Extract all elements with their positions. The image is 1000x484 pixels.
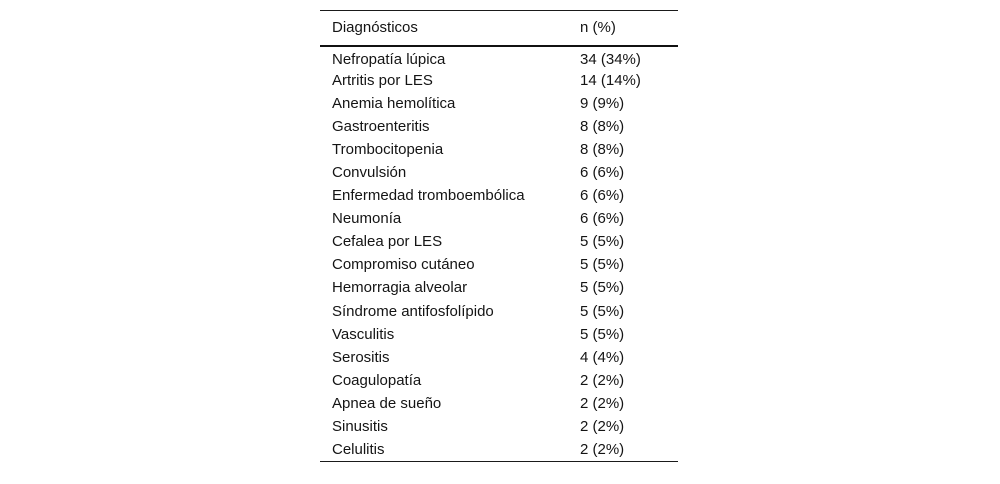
diagnosis-cell: Anemia hemolítica	[332, 94, 456, 112]
diagnosis-cell: Convulsión	[332, 164, 407, 182]
diagnosis-cell: Neumonía	[332, 210, 402, 228]
count-cell: 5 (5%)	[580, 279, 625, 297]
diagnosis-cell: Gastroenteritis	[332, 117, 430, 135]
count-cell: 2 (2%)	[580, 371, 625, 389]
table-header: Diagnósticos n (%)	[320, 10, 678, 47]
count-cell: 6 (6%)	[580, 210, 625, 228]
count-cell: 5 (5%)	[580, 325, 625, 343]
diagnosis-cell: Artritis por LES	[332, 71, 433, 89]
diagnosis-cell: Celulitis	[332, 440, 385, 458]
header-row: Diagnósticos n (%)	[320, 10, 678, 47]
count-cell: 5 (5%)	[580, 256, 625, 274]
count-cell: 2 (2%)	[580, 440, 625, 458]
count-cell: 14 (14%)	[580, 71, 641, 89]
table-row: Neumonía 6 (6%)	[320, 207, 678, 230]
count-cell: 34 (34%)	[580, 50, 641, 68]
diagnosis-cell: Serositis	[332, 348, 390, 366]
diagnosis-cell: Nefropatía lúpica	[332, 50, 446, 68]
count-cell: 8 (8%)	[580, 117, 625, 135]
table-body: Nefropatía lúpica 34 (34%) Artritis por LE…	[320, 46, 678, 462]
diagnosis-cell: Hemorragia alveolar	[332, 279, 468, 297]
diagnosis-cell: Apnea de sueño	[332, 394, 442, 412]
count-cell: 4 (4%)	[580, 348, 625, 366]
diagnosis-cell: Sinusitis	[332, 418, 388, 436]
diagnoses-table: Diagnósticos n (%) Nefropatía lúpica 34 (…	[320, 10, 678, 462]
table-row: Celulitis 2 (2%)	[320, 438, 678, 461]
count-cell: 6 (6%)	[580, 187, 625, 205]
count-cell: 2 (2%)	[580, 394, 625, 412]
count-cell: 5 (5%)	[580, 233, 625, 251]
table-row: Artritis por LES 14 (14%)	[320, 69, 678, 92]
diagnosis-cell: Compromiso cutáneo	[332, 256, 475, 274]
count-cell: 8 (8%)	[580, 140, 625, 158]
table-row: Nefropatía lúpica 34 (34%)	[320, 46, 678, 69]
diagnosis-cell: Enfermedad tromboembólica	[332, 187, 525, 205]
diagnosis-cell: Cefalea por LES	[332, 233, 443, 251]
count-cell: 2 (2%)	[580, 418, 625, 436]
table-row: Convulsión 6 (6%)	[320, 161, 678, 184]
table-row: Serositis 4 (4%)	[320, 346, 678, 369]
table-row: Gastroenteritis 8 (8%)	[320, 115, 678, 138]
table-row: Síndrome antifosfolípido 5 (5%)	[320, 300, 678, 323]
diagnoses-table-container: Diagnósticos n (%) Nefropatía lúpica 34 (…	[320, 10, 678, 462]
table-row: Vasculitis 5 (5%)	[320, 323, 678, 346]
count-cell: 6 (6%)	[580, 164, 625, 182]
count-cell: 5 (5%)	[580, 302, 625, 320]
table-row: Anemia hemolítica 9 (9%)	[320, 92, 678, 115]
table-row: Cefalea por LES 5 (5%)	[320, 230, 678, 253]
count-cell: 9 (9%)	[580, 94, 625, 112]
table-row: Trombocitopenia 8 (8%)	[320, 138, 678, 161]
diagnosis-cell: Síndrome antifosfolípido	[332, 302, 494, 320]
table-row: Sinusitis 2 (2%)	[320, 415, 678, 438]
table-row: Apnea de sueño 2 (2%)	[320, 392, 678, 415]
diagnosis-cell: Vasculitis	[332, 325, 395, 343]
header-n-percent: n (%)	[580, 10, 678, 47]
table-row: Coagulopatía 2 (2%)	[320, 369, 678, 392]
diagnosis-cell: Coagulopatía	[332, 371, 422, 389]
header-diagnosticos: Diagnósticos	[320, 10, 580, 47]
table-row: Enfermedad tromboembólica 6 (6%)	[320, 184, 678, 207]
table-row: Hemorragia alveolar 5 (5%)	[320, 276, 678, 299]
table-row: Compromiso cutáneo 5 (5%)	[320, 253, 678, 276]
diagnosis-cell: Trombocitopenia	[332, 140, 444, 158]
